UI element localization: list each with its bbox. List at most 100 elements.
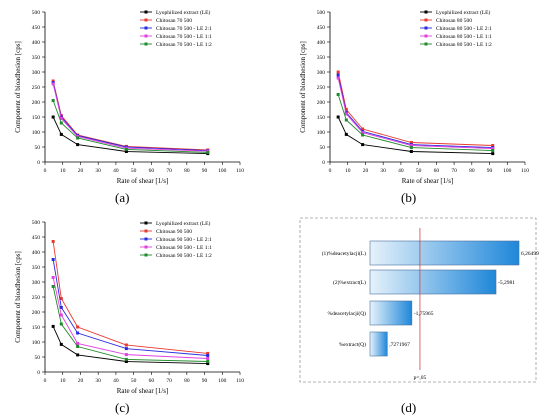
data-point <box>424 10 428 14</box>
data-point <box>144 26 148 30</box>
legend: Lyophilized extract (LE) Chitosan 90 500 C… <box>140 220 212 259</box>
y-axis-title: Component of bioadhesion [cps] <box>14 41 22 133</box>
data-point <box>124 357 128 361</box>
y-tick-label: 400 <box>32 250 41 256</box>
legend-label: Lyophilized extract (LE) <box>156 220 211 227</box>
legend-label: Chitosan 90 500 - LE 1:2 <box>156 253 212 259</box>
series-3 <box>51 276 210 360</box>
x-tick-label: 20 <box>78 168 84 174</box>
data-point <box>144 10 148 14</box>
x-tick-label: 60 <box>149 378 155 384</box>
y-tick-label: 350 <box>317 55 326 61</box>
x-tick-label: 20 <box>363 168 369 174</box>
x-tick-label: 40 <box>113 378 119 384</box>
data-point <box>76 136 80 140</box>
data-point <box>206 357 210 360</box>
x-tick-label: 0 <box>329 168 332 174</box>
series-line <box>52 83 208 152</box>
series-line <box>337 94 493 152</box>
y-tick-label: 300 <box>317 70 326 76</box>
x-tick-label: 70 <box>166 168 172 174</box>
data-point <box>409 144 413 147</box>
data-point <box>51 285 55 288</box>
bar <box>369 240 520 266</box>
bar <box>369 300 413 326</box>
data-point <box>59 132 63 136</box>
x-tick-label: 0 <box>44 168 47 174</box>
data-point <box>144 34 148 38</box>
y-tick-label: 250 <box>32 85 41 91</box>
data-point <box>206 360 210 363</box>
bar <box>369 331 388 357</box>
legend-label: Chitosan 80 500 - LE 1:1 <box>436 34 492 40</box>
chart-panel-a: 0 50 100 150 200 250 300 350 400 450 500 0 10 20 30 40 5… <box>14 9 244 185</box>
chart-frame <box>299 217 537 383</box>
y-tick-label: 50 <box>35 145 41 151</box>
caption-a: (a) <box>115 190 130 205</box>
legend-label: Chitosan 70 500 - LE 1:2 <box>156 42 212 48</box>
caption-c: (c) <box>115 400 130 415</box>
y-tick-label: 150 <box>317 115 326 121</box>
data-point <box>76 331 80 335</box>
x-tick-label: 50 <box>416 168 422 174</box>
data-point <box>409 146 413 150</box>
data-point <box>59 322 63 326</box>
data-point <box>336 93 340 96</box>
caption-d: (d) <box>401 400 417 415</box>
y-tick-label: 350 <box>32 265 41 271</box>
bar-value-label: -5,2981 <box>498 280 515 286</box>
series-2 <box>336 73 495 150</box>
y-tick-label: 0 <box>322 160 325 166</box>
x-tick-label: 0 <box>44 378 47 384</box>
data-point <box>51 258 55 261</box>
significance-label: p=,05 <box>414 375 427 381</box>
bar-category-label: (1)%deacetylacji(L) <box>322 250 366 257</box>
bar-category-label: (2)%extract(L) <box>333 279 366 286</box>
x-tick-label: 50 <box>131 168 137 174</box>
x-tick-label: 100 <box>503 168 512 174</box>
chart-panel-d: (1)%deacetylacji(L) 6,26499 (2)%extract(L)… <box>299 217 539 383</box>
data-point <box>409 150 413 153</box>
chart-panel-c: 0 50 100 150 200 250 300 350 400 450 500 0 10 20 30 40 5… <box>14 220 244 395</box>
y-tick-label: 50 <box>35 355 41 361</box>
series-line <box>337 77 493 149</box>
data-point <box>361 131 365 135</box>
y-tick-label: 250 <box>317 85 326 91</box>
data-point <box>124 343 128 347</box>
y-tick-label: 350 <box>32 55 41 61</box>
legend: Lyophilized extract (LE) Chitosan 80 500 C… <box>420 9 492 48</box>
data-point <box>76 342 80 345</box>
data-point <box>59 313 63 317</box>
x-tick-label: 100 <box>218 378 227 384</box>
x-tick-label: 110 <box>521 168 529 174</box>
data-point <box>51 324 55 328</box>
y-tick-label: 50 <box>320 145 326 151</box>
series-2 <box>51 81 210 153</box>
data-point <box>344 132 348 136</box>
y-tick-label: 150 <box>32 115 41 121</box>
series-0 <box>336 115 495 156</box>
x-tick-label: 90 <box>202 168 208 174</box>
series-4 <box>336 93 495 153</box>
y-tick-label: 250 <box>32 295 41 301</box>
x-tick-label: 100 <box>218 168 227 174</box>
x-tick-label: 40 <box>398 168 404 174</box>
data-point <box>76 325 80 329</box>
x-tick-label: 80 <box>184 168 190 174</box>
series-4 <box>51 285 210 363</box>
y-axis-title: Component of bioadhesion [cps] <box>299 41 307 133</box>
data-point <box>51 99 55 102</box>
chart-panel-b: 0 50 100 150 200 250 300 350 400 450 500 0 10 20 30 40 5… <box>299 9 529 185</box>
x-tick-label: 110 <box>236 378 244 384</box>
legend-label: Chitosan 90 500 - LE 2:1 <box>156 237 212 243</box>
data-point <box>424 34 428 38</box>
series-2 <box>51 258 210 357</box>
data-point <box>124 360 128 363</box>
data-point <box>51 82 55 86</box>
y-tick-label: 200 <box>32 100 41 106</box>
legend-label: Chitosan 90 500 <box>156 229 192 235</box>
data-point <box>206 362 210 366</box>
legend-label: Chitosan 70 500 - LE 1:1 <box>156 34 212 40</box>
data-point <box>76 345 80 348</box>
